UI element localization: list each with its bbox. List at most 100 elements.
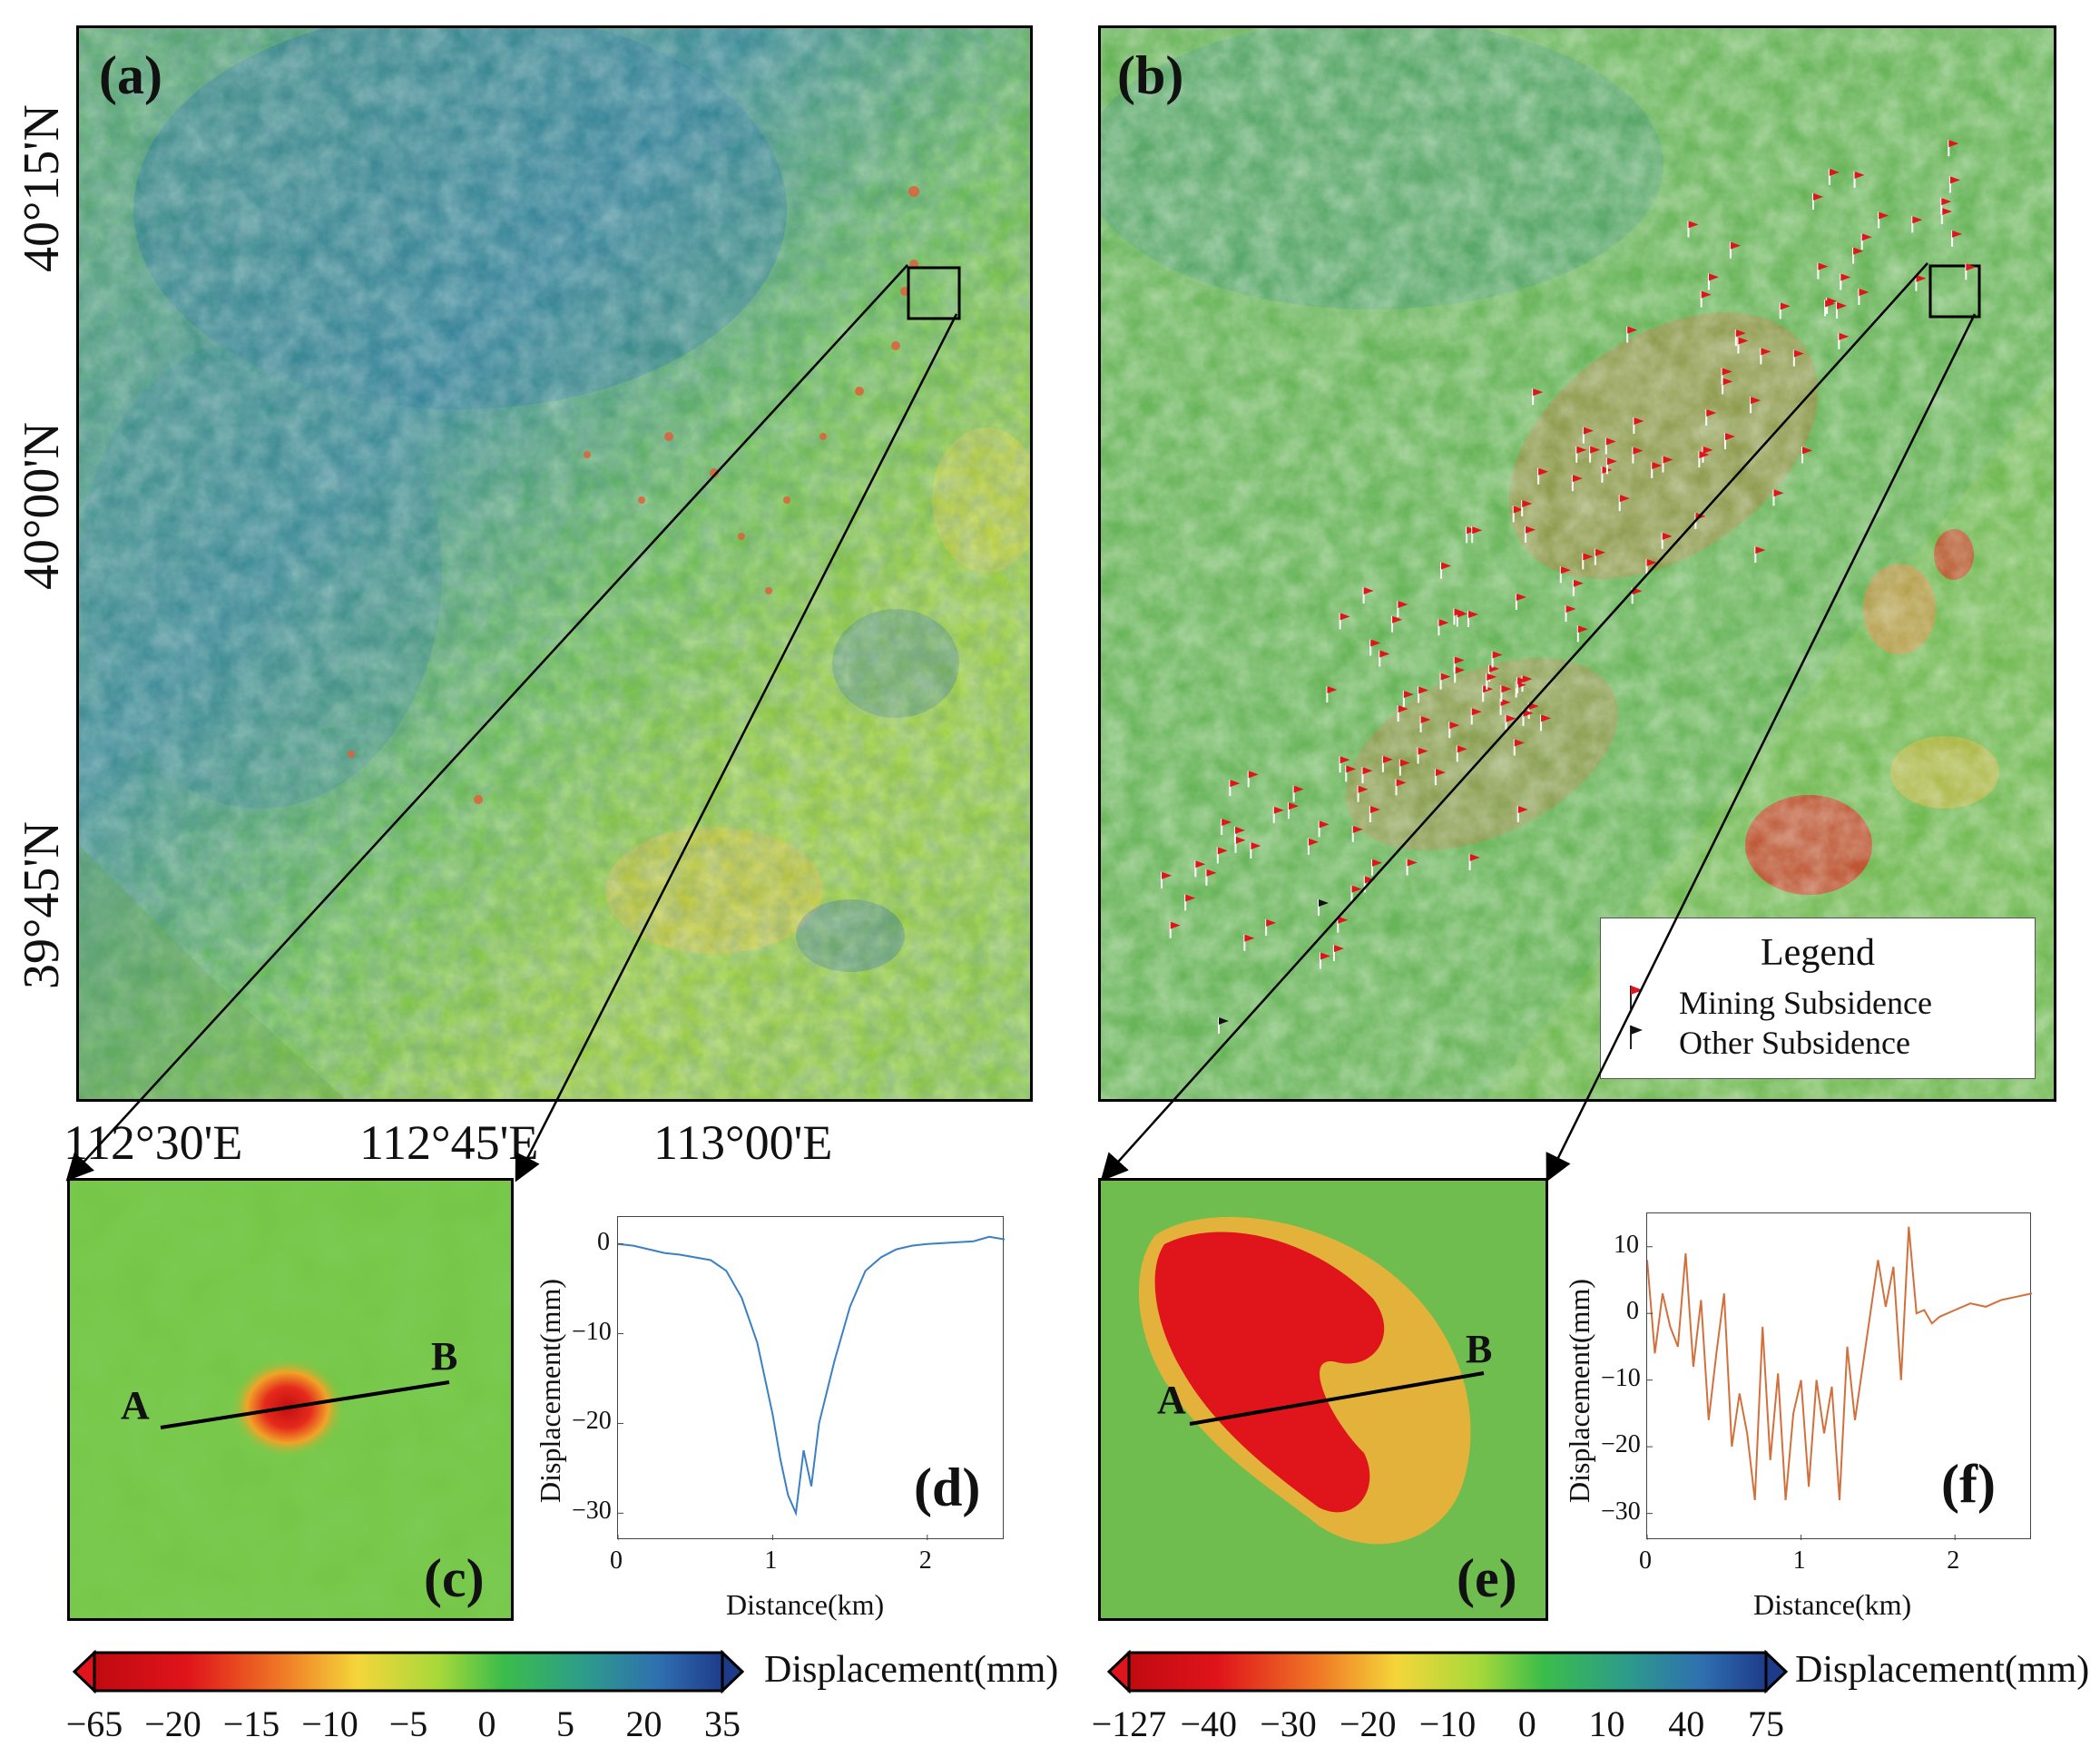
- mining-subsidence-flag-icon: [1402, 691, 1414, 708]
- mining-subsidence-flag-icon: [1707, 273, 1719, 290]
- mining-subsidence-flag-icon: [1243, 934, 1255, 951]
- mining-subsidence-flag-icon: [1852, 247, 1864, 264]
- colorbar-tick: −10: [301, 1703, 358, 1744]
- mining-subsidence-flag-icon: [1439, 672, 1451, 690]
- mining-subsidence-flag-icon: [1524, 525, 1536, 543]
- mining-subsidence-flag-icon: [1618, 495, 1630, 512]
- mining-subsidence-flag-icon: [1351, 825, 1363, 842]
- mining-subsidence-flag-icon: [1221, 818, 1232, 835]
- mining-subsidence-flag-icon: [1438, 619, 1449, 636]
- chart-f-ylabel: Displacement(mm): [1563, 1278, 1595, 1503]
- mining-subsidence-flag-icon: [1434, 769, 1446, 786]
- mining-subsidence-flag-icon: [1468, 853, 1480, 870]
- profile-chart-d: (d): [617, 1216, 1005, 1540]
- colorbar-tick: −20: [1339, 1703, 1397, 1744]
- x-tick-label: 2: [918, 1546, 932, 1575]
- mining-subsidence-flag-icon: [1319, 952, 1330, 969]
- x-tick-label: 2: [1947, 1546, 1960, 1575]
- y-tick-label: −20: [1601, 1430, 1641, 1459]
- mining-subsidence-flag-icon: [1184, 894, 1196, 911]
- mining-subsidence-flag-icon: [1216, 847, 1228, 864]
- mining-subsidence-flag-icon: [1565, 604, 1576, 622]
- colorbar-left: [73, 1650, 744, 1693]
- mining-subsidence-flag-icon: [1397, 705, 1408, 722]
- mining-subsidence-flag-icon: [1205, 869, 1217, 886]
- chart-d-svg: [618, 1235, 1005, 1540]
- profile-point-b: B: [431, 1334, 458, 1379]
- mining-subsidence-flag-icon: [1779, 302, 1791, 319]
- mining-subsidence-flag-icon: [1169, 921, 1181, 938]
- lon-label-112-45: 112°45'E: [359, 1115, 539, 1170]
- mining-subsidence-flag-icon: [1381, 755, 1393, 772]
- mining-subsidence-flag-icon: [1582, 553, 1594, 570]
- mining-subsidence-flag-icon: [1272, 806, 1284, 823]
- mining-subsidence-flag-icon: [1661, 532, 1673, 549]
- mining-subsidence-flag-icon: [1505, 714, 1516, 731]
- colorbar-left-ticks: −65 −20 −15 −10 −5 0 5 20 35: [66, 1703, 741, 1748]
- mining-subsidence-flag-icon: [1470, 708, 1482, 725]
- mining-subsidence-flag-icon: [1734, 329, 1746, 347]
- mining-subsidence-flag-icon: [1723, 433, 1735, 450]
- y-tick-label: 0: [597, 1227, 610, 1256]
- mining-subsidence-flag-icon: [1369, 806, 1380, 823]
- mining-subsidence-flag-icon: [1700, 290, 1712, 308]
- chart-d-ylabel: Displacement(mm): [534, 1278, 566, 1503]
- colorbar-right-title: Displacement(mm): [1795, 1649, 2090, 1691]
- mining-subsidence-flag-icon: [1379, 650, 1390, 667]
- mining-subsidence-flag-icon: [1811, 192, 1823, 210]
- mining-subsidence-flag-icon: [1345, 765, 1357, 782]
- zoom-panel-c: A B (c): [67, 1178, 514, 1621]
- chart-f-xlabel: Distance(km): [1753, 1588, 1912, 1621]
- mining-subsidence-flag-icon: [1515, 593, 1526, 610]
- y-tick-label: −30: [572, 1497, 612, 1526]
- colorbar-tick: −40: [1180, 1703, 1238, 1744]
- mining-subsidence-flag-icon: [1582, 427, 1594, 444]
- mining-subsidence-flag-icon: [1391, 615, 1403, 633]
- panel-label-a: (a): [99, 45, 162, 105]
- mining-subsidence-flag-icon: [1801, 447, 1813, 464]
- mining-subsidence-flag-icon: [1194, 860, 1206, 878]
- mining-subsidence-flag-icon: [1705, 409, 1717, 427]
- legend-box: Legend Mining Subsidence Other Subsidenc…: [1600, 918, 2036, 1079]
- colorbar-left-title: Displacement(mm): [764, 1649, 1059, 1691]
- mining-subsidence-flag-icon: [1572, 579, 1584, 596]
- chart-f-svg: [1647, 1226, 2032, 1540]
- panel-label-e: (e): [1457, 1548, 1517, 1608]
- panel-label-c: (c): [424, 1548, 485, 1608]
- mining-subsidence-flag-icon: [1951, 230, 1963, 247]
- mining-subsidence-flag-icon: [1250, 842, 1261, 859]
- mining-subsidence-flag-icon: [1467, 610, 1478, 627]
- mining-subsidence-flag-icon: [1512, 506, 1524, 523]
- y-tick-label: 10: [1614, 1230, 1639, 1259]
- mining-subsidence-flag-icon: [1817, 262, 1829, 280]
- other-subsidence-flag-icon: [1318, 899, 1329, 916]
- mining-subsidence-flag-icon: [1288, 802, 1300, 820]
- mining-subsidence-flag-icon: [1332, 945, 1344, 962]
- profile-chart-f: (f): [1646, 1212, 2032, 1540]
- x-tick-label: 0: [1639, 1546, 1652, 1575]
- colorbar-tick: 5: [556, 1703, 574, 1744]
- mining-subsidence-flag-icon: [1860, 233, 1872, 250]
- mining-subsidence-flag-icon: [1965, 263, 1977, 280]
- mining-subsidence-flag-icon: [1516, 677, 1528, 694]
- mining-subsidence-flag-icon: [1651, 461, 1663, 478]
- colorbar-tick: −30: [1260, 1703, 1317, 1744]
- colorbar-tick: 0: [477, 1703, 496, 1744]
- mining-subsidence-flag-icon: [1772, 489, 1784, 506]
- mining-subsidence-flag-icon: [1500, 685, 1512, 702]
- zoom-map-e: [1101, 1181, 1546, 1618]
- mining-subsidence-flag-icon: [1828, 168, 1840, 185]
- map-panel-b: (b) Legend Mining Subsidence Other Subsi…: [1098, 25, 2056, 1102]
- other-flag-icon: [1630, 1026, 1643, 1049]
- mining-subsidence-flag-icon: [1559, 566, 1571, 584]
- profile-series-line: [1647, 1226, 2032, 1501]
- mining-subsidence-flag-icon: [1357, 785, 1369, 802]
- colorbar-tick: 35: [704, 1703, 741, 1744]
- other-subsidence-flag-icon: [1218, 1017, 1229, 1034]
- mining-subsidence-flag-icon: [1760, 348, 1771, 365]
- mining-subsidence-flag-icon: [1350, 885, 1362, 902]
- mining-subsidence-flag-icon: [1371, 859, 1383, 876]
- mining-subsidence-flag-icon: [1513, 739, 1525, 756]
- mining-subsidence-flag-icon: [1575, 446, 1587, 463]
